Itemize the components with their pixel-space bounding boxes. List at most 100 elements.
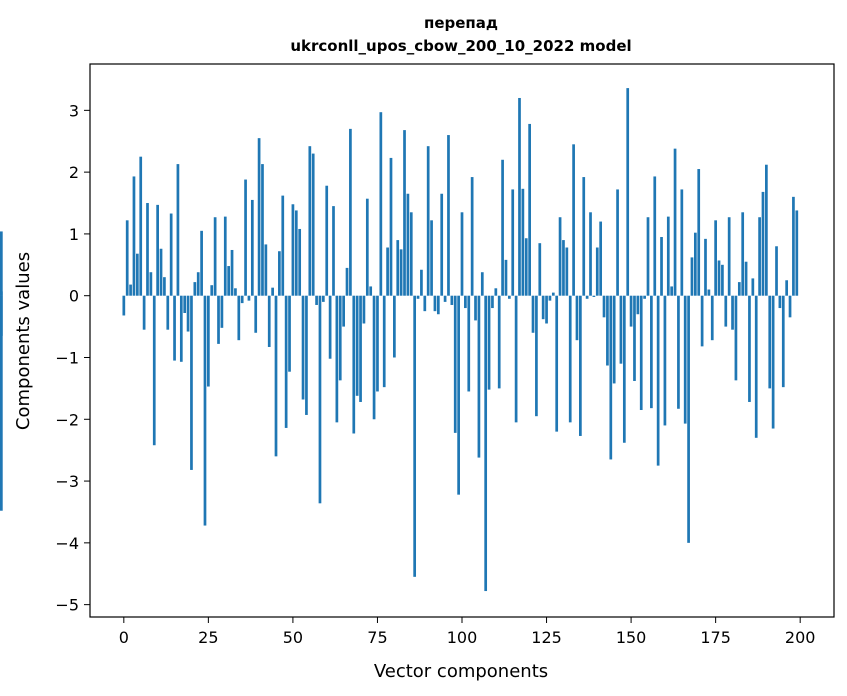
bar-62 — [332, 206, 335, 296]
bar-101 — [464, 295, 467, 309]
chart-subtitle: ukrconll_upos_cbow_200_10_2022 model — [290, 37, 631, 55]
bar-169 — [693, 232, 697, 296]
bar-56 — [311, 153, 315, 296]
bar-171 — [700, 295, 704, 347]
bar-165 — [680, 189, 684, 296]
bar-95 — [443, 295, 447, 302]
bar-72 — [365, 198, 369, 296]
bar-117 — [518, 97, 521, 296]
bars — [0, 88, 799, 592]
bar-76 — [379, 112, 383, 296]
bar-59 — [321, 295, 325, 302]
bar-74 — [372, 295, 376, 420]
bar-23 — [200, 230, 203, 296]
bar-66 — [345, 267, 349, 296]
bar-2 — [129, 284, 132, 296]
bar-70 — [359, 295, 362, 402]
bar-46 — [278, 251, 281, 296]
bar-167 — [687, 295, 690, 543]
bar-132 — [568, 295, 572, 423]
bar-163 — [673, 148, 677, 296]
bar-53 — [301, 295, 305, 400]
bar-5 — [139, 156, 143, 296]
bar-90 — [426, 146, 430, 296]
bar-24 — [203, 295, 207, 526]
x-tick-label: 25 — [198, 628, 218, 647]
bar-29 — [220, 295, 224, 328]
bar-102 — [467, 295, 471, 392]
bar-133 — [572, 144, 575, 296]
bar-42 — [264, 244, 268, 296]
bar-20 — [190, 295, 193, 470]
bar-147 — [619, 295, 623, 364]
chart-title: перепад — [424, 14, 498, 32]
bar-198 — [792, 196, 795, 296]
bar-33 — [234, 288, 237, 296]
bar-49 — [288, 295, 291, 372]
bar-38 — [250, 199, 254, 296]
bar-36 — [244, 179, 247, 296]
bar-15 — [173, 295, 176, 361]
bar-3 — [132, 176, 136, 296]
bar-135 — [579, 295, 582, 436]
bar-140 — [595, 247, 599, 296]
bar-11 — [159, 248, 163, 296]
bar-104 — [474, 295, 477, 321]
bar-151 — [633, 295, 636, 381]
bar-79 — [389, 157, 393, 296]
bar-45 — [274, 295, 278, 457]
bar-153 — [639, 295, 643, 411]
bar-190 — [765, 164, 768, 296]
bar-69 — [355, 295, 359, 396]
bar-30 — [223, 216, 227, 296]
bar-44 — [271, 287, 274, 296]
x-tick-label: 175 — [700, 628, 731, 647]
x-tick-label: 150 — [616, 628, 647, 647]
bar-27 — [213, 217, 217, 296]
bar-98 — [453, 295, 457, 433]
bar-194 — [778, 295, 782, 309]
bar-189 — [761, 191, 765, 296]
bar-120 — [528, 123, 531, 296]
bar-41 — [261, 164, 264, 296]
bar-12 — [163, 277, 166, 296]
bar-31 — [227, 266, 231, 296]
bar-166 — [683, 295, 687, 424]
bar-119 — [524, 238, 528, 296]
bar-93 — [436, 295, 440, 315]
bar-127 — [551, 292, 555, 296]
bar-195 — [781, 295, 785, 388]
y-tick-label: 0 — [69, 287, 79, 306]
bar-176 — [717, 260, 721, 296]
y-axis-label: Components values — [13, 252, 34, 430]
bar-110 — [494, 288, 498, 296]
bar-199 — [795, 210, 799, 296]
bar-183 — [741, 212, 745, 296]
y-tick-label: 1 — [69, 225, 79, 244]
bar-108 — [487, 295, 491, 390]
bar-68 — [352, 295, 356, 434]
bar-118 — [521, 188, 525, 296]
bar-58 — [318, 295, 322, 504]
y-tick-label: −2 — [55, 410, 79, 429]
bar-193 — [775, 246, 778, 296]
bar-168 — [690, 257, 694, 296]
bar-35 — [240, 295, 244, 304]
bar-91 — [430, 220, 433, 296]
bar-142 — [602, 295, 606, 318]
bar-22 — [196, 272, 200, 296]
bar-34 — [237, 295, 241, 341]
bar-48 — [284, 295, 288, 428]
bar-86 — [413, 295, 417, 577]
bar-89 — [423, 295, 427, 312]
bar-177 — [721, 264, 724, 296]
bar-149 — [626, 88, 630, 296]
bar-196 — [785, 280, 789, 296]
bar-10 — [156, 204, 159, 296]
bar-134 — [575, 295, 579, 341]
bar-64 — [338, 295, 342, 381]
bar-54 — [305, 295, 308, 415]
y-tick-label: −5 — [55, 596, 79, 615]
bar-0 — [122, 295, 126, 316]
